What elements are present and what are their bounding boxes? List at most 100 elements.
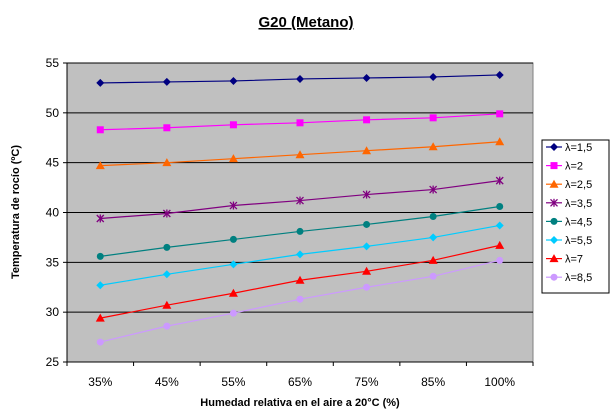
- legend-label: λ=2,5: [565, 179, 592, 191]
- y-tick-label: 35: [46, 255, 60, 269]
- data-point: [429, 185, 438, 194]
- data-point: [362, 190, 371, 199]
- data-point: [96, 338, 104, 346]
- series-6: [96, 221, 504, 290]
- x-axis-title: Humedad relativa en el aire a 20°C (%): [200, 397, 400, 409]
- data-point: [429, 272, 437, 280]
- data-point: [296, 250, 304, 259]
- legend-marker: [549, 179, 559, 188]
- data-point: [229, 260, 238, 269]
- legend-label: λ=1,5: [565, 142, 592, 154]
- gridlines: [67, 62, 533, 313]
- data-point: [495, 221, 504, 230]
- legend-entry: λ=5,5: [546, 235, 592, 247]
- legend-label: λ=4,5: [565, 216, 592, 228]
- data-point: [228, 288, 238, 297]
- data-point: [363, 283, 371, 291]
- data-point: [296, 196, 304, 205]
- data-point: [163, 124, 171, 132]
- legend-marker: [550, 273, 558, 281]
- data-point: [363, 116, 371, 124]
- series-3: [95, 137, 505, 170]
- series-4: [96, 176, 504, 223]
- data-point: [428, 142, 438, 151]
- series-5: [96, 203, 504, 260]
- data-point: [162, 270, 171, 279]
- legend-label: λ=7: [565, 254, 583, 266]
- legend-label: λ=2: [565, 161, 583, 173]
- y-tick-label: 55: [46, 56, 60, 70]
- data-point: [495, 240, 505, 249]
- data-point: [296, 227, 304, 235]
- data-point: [96, 252, 104, 260]
- legend-entry: λ=4,5: [546, 216, 592, 228]
- data-point: [162, 300, 172, 309]
- legend-entry: λ=7: [546, 254, 583, 266]
- x-tick-label: 100%: [484, 375, 515, 389]
- series-8: [96, 256, 504, 346]
- data-point: [228, 154, 238, 163]
- series-2: [96, 110, 504, 134]
- data-point: [229, 76, 238, 85]
- y-axis-ticks: 25 30 35 40 45 50 55: [46, 56, 67, 369]
- legend-entry: λ=3,5: [546, 198, 592, 210]
- data-point: [496, 256, 504, 264]
- data-point: [96, 78, 105, 87]
- x-tick-label: 45%: [155, 375, 179, 389]
- legend-marker: [550, 217, 558, 225]
- legend-marker: [550, 162, 558, 170]
- data-point: [495, 176, 504, 185]
- x-axis-ticks: 35% 45% 55% 65% 75% 85% 100%: [66, 362, 534, 389]
- data-point: [96, 126, 104, 134]
- x-tick-label: 75%: [355, 375, 379, 389]
- legend-entry: λ=2,5: [546, 179, 592, 191]
- series-group: [95, 70, 505, 346]
- legend-marker: [550, 198, 558, 207]
- legend-label: λ=5,5: [565, 235, 592, 247]
- data-point: [429, 212, 437, 220]
- data-point: [163, 243, 171, 251]
- data-point: [163, 322, 171, 330]
- data-point: [95, 313, 105, 322]
- y-tick-label: 45: [46, 156, 60, 170]
- y-tick-label: 25: [46, 355, 60, 369]
- data-point: [495, 70, 504, 79]
- data-point: [296, 295, 304, 303]
- legend-marker: [550, 143, 558, 151]
- series-1: [96, 70, 504, 87]
- data-point: [229, 121, 237, 129]
- y-tick-label: 40: [46, 206, 60, 220]
- x-tick-label: 35%: [88, 375, 112, 389]
- data-point: [362, 266, 372, 275]
- data-point: [229, 235, 237, 243]
- y-axis-title: Temperatura de rocío (ºC): [10, 145, 22, 279]
- data-point: [296, 119, 304, 127]
- legend-label: λ=3,5: [565, 198, 592, 210]
- data-point: [95, 161, 105, 170]
- data-point: [162, 209, 171, 218]
- data-point: [362, 242, 371, 251]
- data-point: [429, 233, 438, 242]
- data-point: [295, 275, 305, 284]
- x-tick-label: 65%: [288, 375, 312, 389]
- data-point: [296, 74, 304, 83]
- data-point: [96, 281, 105, 290]
- data-point: [429, 72, 438, 81]
- data-point: [96, 214, 105, 223]
- legend-entry: λ=1,5: [546, 142, 592, 154]
- y-tick-label: 30: [46, 305, 60, 319]
- legend-marker: [550, 236, 558, 244]
- data-point: [162, 158, 172, 167]
- data-point: [229, 201, 238, 210]
- data-point: [496, 203, 504, 211]
- data-point: [229, 309, 237, 317]
- data-point: [495, 137, 505, 146]
- legend: λ=1,5 λ=2 λ=2,5 λ=3,5 λ=4,5 λ=5,5 λ=7 λ=8,5: [541, 139, 610, 294]
- data-point: [428, 255, 438, 264]
- legend-marker: [549, 254, 559, 263]
- data-point: [362, 146, 372, 155]
- x-tick-label: 85%: [421, 375, 445, 389]
- y-tick-label: 50: [46, 106, 60, 120]
- data-point: [496, 110, 504, 118]
